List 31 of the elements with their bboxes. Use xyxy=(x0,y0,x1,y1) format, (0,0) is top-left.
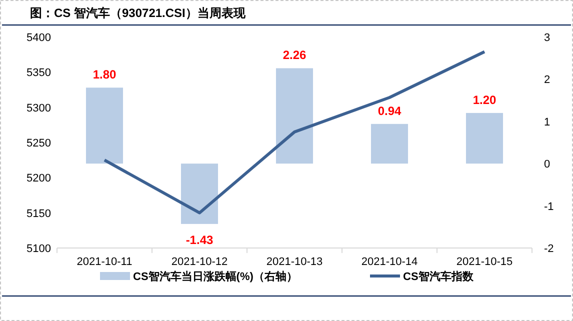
y-tick-label: 5200 xyxy=(26,172,51,185)
y-tick-label: 5250 xyxy=(26,138,51,150)
x-tick-label: 2021-10-11 xyxy=(76,256,132,268)
bar xyxy=(370,124,408,164)
y-tick-label: 5400 xyxy=(26,32,51,44)
chart-title: 图：CS 智汽车（930721.CSI）当周表现 xyxy=(30,6,246,20)
y2-tick-label: 1 xyxy=(544,116,550,128)
legend-label: CS智汽车当日涨跌幅(%)（右轴） xyxy=(133,270,298,283)
y2-tick-label: 0 xyxy=(544,158,550,171)
bar xyxy=(276,68,314,164)
y2-tick-label: -1 xyxy=(544,200,554,213)
data-label: 1.80 xyxy=(92,68,116,82)
x-tick-label: 2021-10-14 xyxy=(361,256,418,268)
legend-label: CS智汽车指数 xyxy=(403,270,474,283)
x-tick-label: 2021-10-12 xyxy=(171,256,228,268)
bar xyxy=(180,164,218,224)
bar xyxy=(86,88,124,164)
data-label: 2.26 xyxy=(282,48,306,62)
x-tick-label: 2021-10-15 xyxy=(456,256,513,268)
y2-tick-label: -2 xyxy=(544,243,554,255)
data-label: 1.20 xyxy=(472,92,496,107)
data-label: -1.43 xyxy=(186,232,214,247)
data-label: 0.94 xyxy=(378,104,402,118)
y-tick-label: 5300 xyxy=(26,102,51,114)
y-tick-label: 5100 xyxy=(26,243,51,255)
y2-tick-label: 3 xyxy=(544,32,550,44)
bar xyxy=(466,112,504,164)
y2-tick-label: 2 xyxy=(544,74,550,86)
y-tick-label: 5350 xyxy=(26,67,51,80)
x-tick-label: 2021-10-13 xyxy=(266,256,323,268)
y-tick-label: 5150 xyxy=(26,208,51,220)
